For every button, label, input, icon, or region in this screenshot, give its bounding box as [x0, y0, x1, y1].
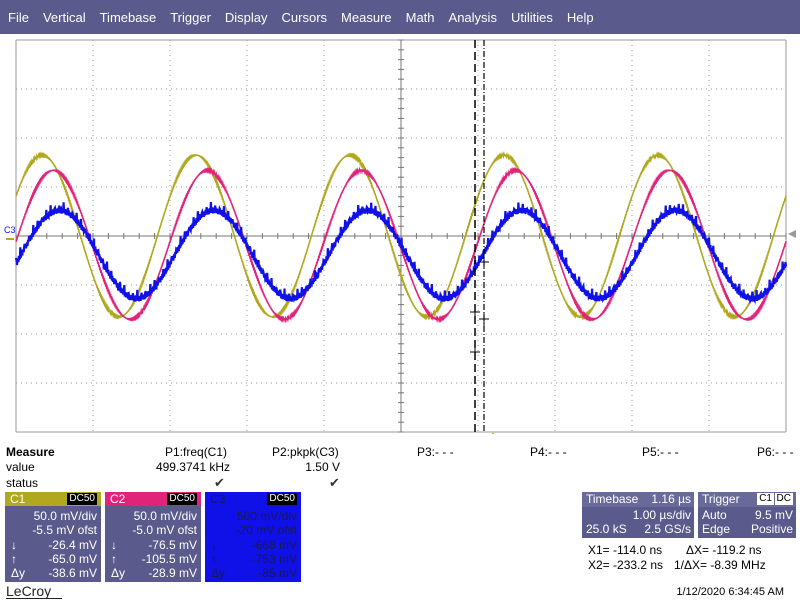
menu-help[interactable]: Help [566, 9, 594, 25]
delta-y-label: Δy [11, 566, 26, 580]
cursor2-arrow-icon: ↑ [111, 552, 117, 566]
date-time: 1/12/2020 6:34:45 AM [676, 586, 784, 598]
trigger-channel: C1 [757, 493, 774, 505]
cursor-marker-icon [479, 255, 489, 269]
param-p1-value: 499.3741 kHz [155, 460, 230, 474]
channel-delta-y: -28.9 mV [148, 566, 197, 580]
menu-file[interactable]: File [8, 9, 29, 25]
param-p1-label[interactable]: P1:freq(C1) [165, 445, 228, 459]
channel-box-c1[interactable]: C1 DC50 50.0 mV/div -5.5 mV ofst ↓ -26.4 … [5, 492, 101, 582]
lecroy-logo: LeCroy [6, 583, 52, 599]
menu-measure[interactable]: Measure [341, 9, 392, 25]
menu-analysis[interactable]: Analysis [448, 9, 497, 25]
menu-trigger[interactable]: Trigger [170, 9, 211, 25]
param-p3-label[interactable]: P3:- - - [417, 445, 454, 459]
channel-cursor1-value: -26.4 mV [48, 538, 97, 552]
channel-name: C2 [110, 492, 126, 506]
menu-cursors[interactable]: Cursors [281, 9, 328, 25]
trigger-position-icon[interactable] [489, 432, 497, 434]
cursor1-arrow-icon: ↓ [111, 538, 117, 552]
param-p1-status-icon: ✔ [214, 475, 225, 490]
channel-offset-marker-label[interactable]: C3 [4, 225, 16, 235]
channel-name: C1 [10, 492, 26, 506]
channel-offset: -5.5 mV ofst [32, 523, 97, 537]
param-p5-label[interactable]: P5:- - - [642, 445, 679, 459]
cursor1-arrow-icon: ↓ [11, 538, 17, 552]
waveform-c3 [14, 201, 788, 305]
menu-display[interactable]: Display [224, 9, 268, 25]
cursor-x2: X2= -233.2 ns [588, 558, 664, 572]
channel-vdiv: 500 mV/div [236, 509, 297, 523]
trigger-label: Trigger [702, 492, 740, 506]
param-p2-status-icon: ✔ [329, 475, 340, 490]
channel-cursor1-value: -76.5 mV [148, 538, 197, 552]
timebase-tdiv: 1.00 µs/div [632, 508, 691, 522]
cursor-marker-icon [479, 312, 489, 326]
channel-coupling: DC50 [67, 493, 97, 505]
channel-vdiv: 50.0 mV/div [33, 509, 97, 523]
menu-math[interactable]: Math [405, 9, 435, 25]
timebase-box[interactable]: Timebase 1.16 µs 1.00 µs/div 25.0 kS 2.5… [582, 492, 694, 538]
channel-cursor1-value: -668 mV [251, 538, 297, 552]
trigger-type: Edge [702, 522, 731, 536]
menu-bar: File Vertical Timebase Trigger Display Cursor… [0, 0, 800, 34]
measure-title: Measure [6, 445, 55, 459]
channel-coupling: DC50 [167, 493, 197, 505]
trigger-level: 9.5 mV [754, 508, 793, 522]
param-p6-label[interactable]: P6:- - - [757, 445, 794, 459]
channel-box-c3[interactable]: C3 DC50 500 mV/div -20 mV ofst ↓ -668 mV … [205, 492, 301, 582]
trigger-mode: Auto [702, 508, 727, 522]
timebase-delay: 1.16 µs [651, 492, 691, 506]
measure-value-label: value [6, 460, 35, 474]
channel-box-c2[interactable]: C2 DC50 50.0 mV/div -5.0 mV ofst ↓ -76.5 … [105, 492, 201, 582]
cursor2-arrow-icon: ↑ [11, 552, 17, 566]
param-p2-value: 1.50 V [305, 460, 340, 474]
trigger-coupling: DC [774, 493, 793, 505]
param-p2-label[interactable]: P2:pkpk(C3) [272, 445, 339, 459]
delta-y-label: Δy [111, 566, 126, 580]
timebase-rate: 2.5 GS/s [644, 522, 691, 536]
logo-underline [6, 598, 62, 599]
menu-utilities[interactable]: Utilities [510, 9, 553, 25]
delta-y-label: Δy [211, 566, 226, 580]
channel-cursor2-value: -105.5 mV [141, 552, 197, 566]
channel-delta-y: -38.6 mV [48, 566, 97, 580]
channel-delta-y: -85 mV [258, 566, 297, 580]
menu-vertical[interactable]: Vertical [42, 9, 86, 25]
cursor-marker-icon [470, 345, 480, 359]
trigger-box[interactable]: Trigger C1 DC Auto 9.5 mV Edge Positive [698, 492, 796, 538]
measure-status-label: status [6, 476, 39, 490]
channel-cursor2-value: -65.0 mV [48, 552, 97, 566]
channel-vdiv: 50.0 mV/div [133, 509, 197, 523]
cursor-inverse-delta: 1/ΔX= -8.39 MHz [674, 558, 766, 572]
cursor2-arrow-icon: ↑ [211, 552, 217, 566]
channel-offset: -5.0 mV ofst [132, 523, 197, 537]
trigger-slope: Positive [750, 522, 793, 536]
menu-timebase[interactable]: Timebase [99, 9, 157, 25]
trigger-level-icon[interactable] [788, 230, 796, 238]
channel-name: C3 [210, 492, 226, 506]
timebase-samples: 25.0 kS [586, 522, 627, 536]
cursor1-arrow-icon: ↓ [211, 538, 217, 552]
waveform-display[interactable]: C3 [0, 34, 800, 434]
channel-cursor2-value: -753 mV [251, 552, 297, 566]
param-p4-label[interactable]: P4:- - - [530, 445, 567, 459]
timebase-label: Timebase [586, 492, 639, 506]
channel-offset: -20 mV ofst [235, 523, 297, 537]
waveform-c1 [15, 151, 787, 321]
channel-coupling: DC50 [267, 493, 297, 505]
measure-panel: Measure P1:freq(C1) P2:pkpk(C3) P3:- - -… [0, 441, 800, 491]
cursor-marker-icon [470, 305, 480, 319]
cursor-delta-x: ΔX= -119.2 ns [686, 543, 762, 557]
cursor-x1: X1= -114.0 ns [588, 543, 663, 557]
